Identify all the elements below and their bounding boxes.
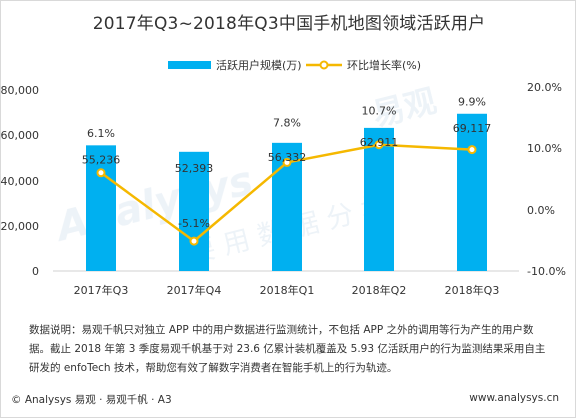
legend-bar-swatch	[168, 61, 211, 69]
rate-label-2018q3: 9.9%	[458, 96, 486, 109]
legend-line-label: 环比增长率(%)	[347, 58, 421, 72]
rate-marker-2018q1	[282, 157, 292, 167]
x-tick-label: 2017年Q4	[167, 283, 222, 297]
left-tick-label: 60,000	[1, 129, 39, 142]
rate-value-labels: 6.1% -5.1% 7.8% 10.7% 9.9%	[87, 96, 486, 231]
footer-copyright: © Analysys 易观 · 易观千帆 · A3	[11, 394, 172, 406]
right-tick-label: -10.0%	[527, 265, 566, 278]
x-tick-label: 2018年Q3	[445, 283, 500, 297]
x-tick-label: 2017年Q3	[74, 283, 129, 297]
x-axis-labels: 2017年Q3 2017年Q4 2018年Q1 2018年Q2 2018年Q3	[74, 283, 500, 297]
legend-bar-label: 活跃用户规模(万)	[216, 58, 302, 72]
left-tick-label: 80,000	[1, 84, 39, 97]
right-axis-labels: -10.0% 0.0% 10.0% 20.0%	[527, 81, 566, 278]
rate-marker-2017q3	[96, 168, 106, 178]
rate-label-2017q3: 6.1%	[87, 127, 115, 140]
bars	[86, 113, 487, 272]
bar-label-2018q1: 56,332	[268, 151, 307, 164]
data-note: 数据说明：易观千帆只对独立 APP 中的用户数据进行监测统计，不包括 APP 之…	[29, 324, 546, 374]
bar-2018q3	[457, 113, 487, 272]
bar-2017q3	[86, 145, 116, 271]
left-tick-label: 40,000	[1, 175, 39, 188]
rate-marker-2017q4	[189, 236, 199, 246]
legend-line-marker	[319, 60, 329, 70]
rate-label-2018q1: 7.8%	[273, 116, 301, 129]
x-tick-label: 2018年Q2	[352, 283, 407, 297]
chart-title: 2017年Q3~2018年Q3中国手机地图领域活跃用户	[92, 14, 486, 34]
x-tick-label: 2018年Q1	[260, 283, 315, 297]
bar-2018q2	[364, 127, 394, 271]
left-tick-label: 20,000	[1, 220, 39, 233]
bar-2017q4	[179, 151, 209, 271]
bar-label-2017q3: 55,236	[82, 153, 121, 166]
bar-label-2017q4: 52,393	[175, 162, 214, 175]
bar-label-2018q2: 62,911	[360, 136, 399, 149]
right-tick-label: 10.0%	[527, 142, 562, 155]
rate-marker-2018q2	[374, 140, 384, 150]
line-markers	[96, 140, 477, 246]
left-tick-label: 0	[32, 265, 39, 278]
rate-label-2017q4: -5.1%	[178, 217, 210, 230]
rate-label-2018q2: 10.7%	[362, 105, 397, 118]
right-tick-label: 0.0%	[527, 204, 555, 217]
rate-marker-2018q3	[467, 145, 477, 155]
right-tick-label: 20.0%	[527, 81, 562, 94]
bar-label-2018q3: 69,117	[453, 122, 492, 135]
left-axis-labels: 0 20,000 40,000 60,000 80,000	[1, 84, 39, 278]
legend: 活跃用户规模(万) 环比增长率(%)	[168, 58, 421, 72]
bar-value-labels: 55,236 52,393 56,332 62,911 69,117	[82, 122, 492, 175]
footer-website: www.analysys.cn	[469, 392, 559, 404]
